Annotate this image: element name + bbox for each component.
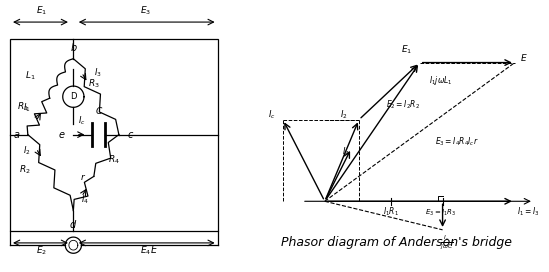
Text: $R_2$: $R_2$ (19, 163, 31, 176)
Text: $d$: $d$ (69, 218, 77, 230)
Text: $I_1{=}I_3$: $I_1{=}I_3$ (517, 206, 539, 218)
Text: $I_c$: $I_c$ (268, 109, 276, 121)
Text: $E$: $E$ (520, 51, 528, 63)
Text: $I_4$: $I_4$ (81, 194, 89, 206)
Text: $c$: $c$ (127, 130, 134, 140)
Text: $E_2{=}I_2R_2$: $E_2{=}I_2R_2$ (385, 98, 419, 111)
Text: $L_1$: $L_1$ (25, 70, 36, 82)
Text: $C$: $C$ (94, 106, 103, 116)
Text: $I_3$: $I_3$ (93, 66, 101, 79)
Text: $I_4$: $I_4$ (342, 145, 350, 158)
Text: $I_2$: $I_2$ (340, 109, 348, 121)
Text: $I_1R_1$: $I_1R_1$ (383, 206, 399, 218)
Text: $\frac{I_c}{j\omega C}$: $\frac{I_c}{j\omega C}$ (440, 234, 453, 252)
Text: $E_1$: $E_1$ (401, 44, 412, 57)
Text: $R_3$: $R_3$ (88, 78, 99, 90)
Text: $E$: $E$ (150, 243, 158, 255)
Text: $E_3{=}I_1R_3$: $E_3{=}I_1R_3$ (425, 208, 456, 218)
Text: $b$: $b$ (70, 41, 77, 53)
Text: $I_c$: $I_c$ (78, 114, 86, 127)
Text: $r$: $r$ (80, 172, 87, 182)
Text: $E_1$: $E_1$ (36, 5, 47, 17)
Text: $E_3$: $E_3$ (140, 5, 151, 17)
Bar (10, 39, 217, 231)
Text: $a$: $a$ (13, 130, 20, 140)
Text: $R_1$: $R_1$ (17, 100, 29, 113)
Text: $e$: $e$ (58, 130, 66, 140)
Text: D: D (70, 92, 77, 101)
Text: $I_2$: $I_2$ (23, 145, 30, 157)
Text: $E_2$: $E_2$ (36, 245, 47, 257)
Text: $E_4$: $E_4$ (140, 245, 151, 257)
Text: $E_3{=}I_4R_4I_cr$: $E_3{=}I_4R_4I_cr$ (435, 135, 479, 148)
Text: $R_4$: $R_4$ (108, 153, 120, 166)
Text: $I_1j\omega L_1$: $I_1j\omega L_1$ (429, 74, 453, 87)
Text: Phasor diagram of Anderson's bridge: Phasor diagram of Anderson's bridge (282, 236, 512, 249)
Text: $I_1$: $I_1$ (23, 102, 30, 114)
